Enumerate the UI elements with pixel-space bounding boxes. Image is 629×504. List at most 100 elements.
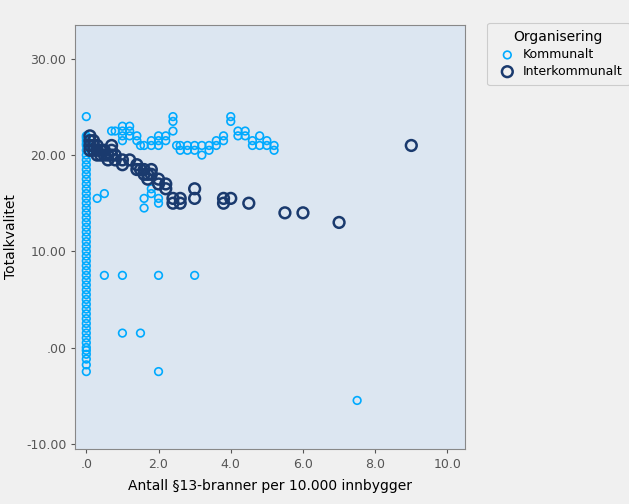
- Kommunalt: [81, 238, 91, 246]
- Kommunalt: [197, 142, 207, 150]
- Kommunalt: [81, 156, 91, 164]
- Kommunalt: [118, 329, 128, 337]
- Interkommunalt: [96, 151, 106, 159]
- Interkommunalt: [103, 156, 113, 164]
- X-axis label: Antall §13-branner per 10.000 innbygger: Antall §13-branner per 10.000 innbygger: [128, 479, 413, 493]
- Kommunalt: [81, 267, 91, 275]
- Interkommunalt: [153, 175, 164, 183]
- Interkommunalt: [92, 142, 102, 150]
- Kommunalt: [81, 132, 91, 140]
- Kommunalt: [175, 142, 185, 150]
- Kommunalt: [218, 137, 228, 145]
- Kommunalt: [81, 190, 91, 198]
- Kommunalt: [99, 190, 109, 198]
- Interkommunalt: [106, 142, 116, 150]
- Interkommunalt: [118, 161, 128, 169]
- Kommunalt: [211, 142, 221, 150]
- Kommunalt: [352, 397, 362, 405]
- Interkommunalt: [89, 137, 99, 145]
- Kommunalt: [81, 286, 91, 294]
- Kommunalt: [204, 146, 214, 154]
- Kommunalt: [255, 142, 265, 150]
- Kommunalt: [81, 271, 91, 279]
- Kommunalt: [81, 257, 91, 265]
- Interkommunalt: [96, 146, 106, 154]
- Kommunalt: [189, 146, 199, 154]
- Interkommunalt: [85, 137, 95, 145]
- Kommunalt: [81, 252, 91, 260]
- Kommunalt: [161, 132, 171, 140]
- Kommunalt: [81, 161, 91, 169]
- Kommunalt: [81, 324, 91, 332]
- Kommunalt: [233, 132, 243, 140]
- Kommunalt: [81, 276, 91, 284]
- Kommunalt: [135, 329, 145, 337]
- Kommunalt: [147, 185, 157, 193]
- Kommunalt: [81, 137, 91, 145]
- Kommunalt: [182, 146, 192, 154]
- Kommunalt: [172, 142, 182, 150]
- Kommunalt: [226, 112, 236, 120]
- Kommunalt: [269, 142, 279, 150]
- Interkommunalt: [218, 199, 228, 207]
- Interkommunalt: [103, 151, 113, 159]
- Kommunalt: [81, 361, 91, 369]
- Kommunalt: [247, 142, 257, 150]
- Interkommunalt: [139, 165, 149, 173]
- Interkommunalt: [85, 132, 95, 140]
- Kommunalt: [147, 142, 157, 150]
- Kommunalt: [118, 127, 128, 135]
- Kommunalt: [99, 271, 109, 279]
- Kommunalt: [147, 137, 157, 145]
- Kommunalt: [81, 180, 91, 188]
- Interkommunalt: [334, 218, 344, 226]
- Kommunalt: [153, 137, 164, 145]
- Interkommunalt: [147, 170, 157, 178]
- Kommunalt: [81, 199, 91, 207]
- Kommunalt: [81, 140, 91, 148]
- Kommunalt: [81, 344, 91, 352]
- Kommunalt: [125, 127, 135, 135]
- Kommunalt: [81, 214, 91, 222]
- Interkommunalt: [406, 142, 416, 150]
- Kommunalt: [81, 247, 91, 256]
- Kommunalt: [240, 127, 250, 135]
- Kommunalt: [81, 142, 91, 150]
- Interkommunalt: [118, 156, 128, 164]
- Kommunalt: [118, 132, 128, 140]
- Kommunalt: [153, 142, 164, 150]
- Kommunalt: [182, 142, 192, 150]
- Interkommunalt: [85, 142, 95, 150]
- Kommunalt: [81, 218, 91, 226]
- Kommunalt: [139, 142, 149, 150]
- Kommunalt: [81, 233, 91, 241]
- Interkommunalt: [189, 195, 199, 203]
- Kommunalt: [110, 127, 120, 135]
- Interkommunalt: [168, 195, 178, 203]
- Kommunalt: [153, 271, 164, 279]
- Kommunalt: [118, 271, 128, 279]
- Interkommunalt: [175, 195, 185, 203]
- Kommunalt: [175, 146, 185, 154]
- Kommunalt: [118, 137, 128, 145]
- Interkommunalt: [218, 195, 228, 203]
- Kommunalt: [189, 142, 199, 150]
- Kommunalt: [269, 146, 279, 154]
- Interkommunalt: [106, 146, 116, 154]
- Kommunalt: [81, 346, 91, 354]
- Interkommunalt: [92, 151, 102, 159]
- Kommunalt: [81, 291, 91, 299]
- Kommunalt: [168, 127, 178, 135]
- Kommunalt: [81, 339, 91, 347]
- Interkommunalt: [244, 199, 254, 207]
- Kommunalt: [81, 170, 91, 178]
- Kommunalt: [132, 132, 142, 140]
- Kommunalt: [81, 355, 91, 363]
- Kommunalt: [81, 228, 91, 236]
- Interkommunalt: [175, 199, 185, 207]
- Kommunalt: [81, 295, 91, 303]
- Kommunalt: [81, 262, 91, 270]
- Kommunalt: [118, 122, 128, 130]
- Kommunalt: [189, 271, 199, 279]
- Interkommunalt: [92, 146, 102, 154]
